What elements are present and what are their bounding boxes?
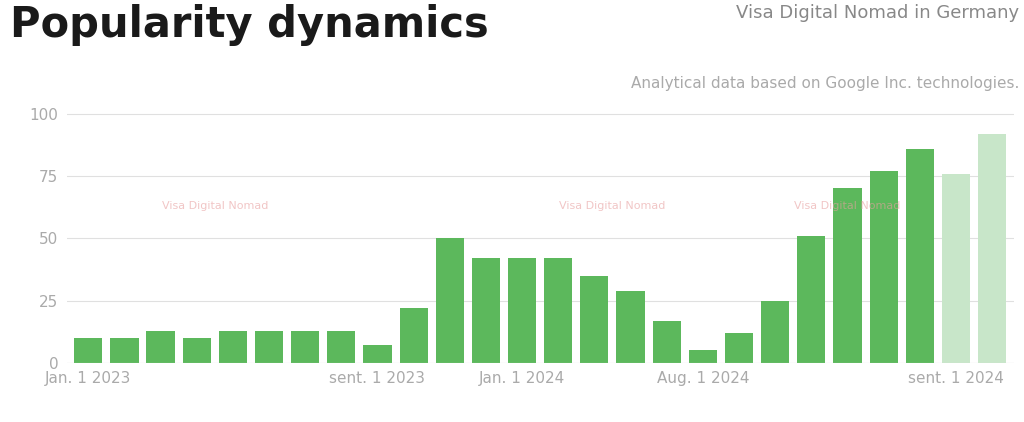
Bar bbox=[652, 321, 681, 363]
Bar bbox=[689, 350, 717, 363]
Bar bbox=[328, 330, 355, 363]
Bar bbox=[942, 173, 970, 363]
Text: Visa Digital Nomad: Visa Digital Nomad bbox=[162, 201, 268, 211]
Bar bbox=[905, 149, 934, 363]
Bar bbox=[472, 258, 500, 363]
Text: Visa Digital Nomad: Visa Digital Nomad bbox=[795, 201, 901, 211]
Bar bbox=[364, 346, 391, 363]
Bar bbox=[182, 338, 211, 363]
Bar bbox=[869, 171, 898, 363]
Bar bbox=[725, 333, 753, 363]
Text: Visa Digital Nomad: Visa Digital Nomad bbox=[559, 201, 666, 211]
Text: Analytical data based on Google Inc. technologies.: Analytical data based on Google Inc. tec… bbox=[631, 76, 1019, 91]
Bar bbox=[74, 338, 102, 363]
Bar bbox=[219, 330, 247, 363]
Text: Visa Digital Nomad in Germany: Visa Digital Nomad in Germany bbox=[736, 4, 1019, 22]
Bar bbox=[146, 330, 175, 363]
Bar bbox=[399, 308, 428, 363]
Bar bbox=[581, 276, 608, 363]
Bar bbox=[111, 338, 138, 363]
Bar bbox=[616, 291, 645, 363]
Bar bbox=[798, 236, 825, 363]
Text: Popularity dynamics: Popularity dynamics bbox=[10, 4, 489, 46]
Bar bbox=[435, 238, 464, 363]
Bar bbox=[978, 134, 1007, 363]
Bar bbox=[291, 330, 319, 363]
Bar bbox=[834, 189, 861, 363]
Bar bbox=[761, 300, 790, 363]
Bar bbox=[544, 258, 572, 363]
Bar bbox=[508, 258, 537, 363]
Bar bbox=[255, 330, 283, 363]
